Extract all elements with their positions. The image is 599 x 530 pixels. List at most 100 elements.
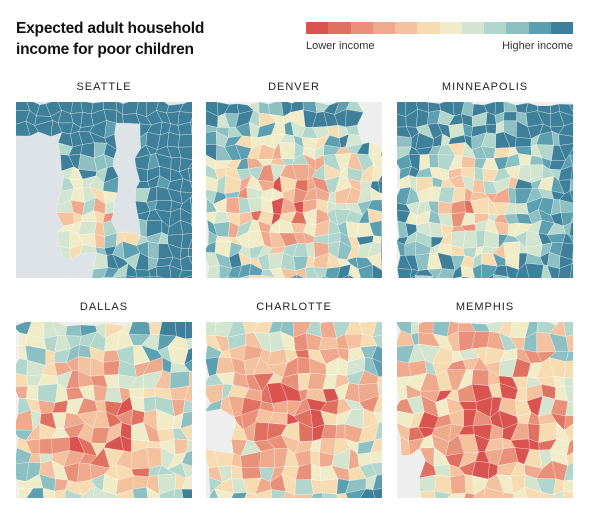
tract-cell <box>563 461 573 482</box>
tract-cell <box>381 220 382 238</box>
tract-cell <box>178 102 192 114</box>
tract-cell <box>178 269 192 278</box>
tract-cell <box>563 423 573 443</box>
tract-cell <box>553 376 565 388</box>
tract-cell <box>183 275 192 278</box>
tract-cell <box>230 465 243 480</box>
tract-cell <box>185 322 192 340</box>
legend-swatch <box>417 22 440 34</box>
tract-cell <box>132 486 149 498</box>
tract-cell <box>188 238 192 249</box>
income-legend: Lower income Higher income <box>306 22 573 52</box>
tract-cell <box>464 492 475 498</box>
tract-cell <box>563 479 573 493</box>
tract-cell <box>317 276 326 278</box>
tract-cell <box>359 488 375 498</box>
tract-cell <box>18 487 34 498</box>
tract-cell <box>374 422 382 441</box>
tract-cell <box>372 322 382 337</box>
tract-cell <box>372 488 382 498</box>
tract-cell <box>102 490 119 498</box>
tract-cell <box>460 265 475 278</box>
tract-cell <box>569 147 573 156</box>
tract-cell <box>563 385 573 403</box>
tract-cell <box>92 486 108 498</box>
tract-cell <box>177 146 192 161</box>
tract-cell <box>78 221 98 235</box>
legend-swatch <box>328 22 351 34</box>
tract-cell <box>259 447 276 469</box>
tract-cell <box>191 214 192 225</box>
tract-cell <box>503 111 518 122</box>
tract-cell <box>560 154 573 171</box>
tract-cell <box>376 382 382 398</box>
tract-cell <box>570 215 573 224</box>
tract-cell <box>558 133 573 146</box>
tract-cell <box>507 276 511 278</box>
tract-cell <box>180 197 192 215</box>
tract-cell <box>335 423 346 440</box>
city-label-memphis: MEMPHIS <box>455 301 515 313</box>
tract-cell <box>410 322 420 335</box>
map-dallas <box>16 322 192 498</box>
tract-cell <box>461 276 474 278</box>
tract-cell <box>508 187 517 205</box>
tract-cell <box>565 401 573 417</box>
tract-cell <box>289 274 297 278</box>
tract-cell <box>146 486 161 498</box>
tract-cell <box>367 208 382 224</box>
tract-cell <box>181 475 192 490</box>
tract-cell <box>190 121 192 135</box>
tract-cell <box>485 123 497 135</box>
tract-cell <box>225 197 240 214</box>
tract-cell <box>558 103 573 116</box>
tract-cell <box>376 376 382 388</box>
tract-cell <box>348 274 356 278</box>
tract-cell <box>462 230 478 249</box>
tract-cell <box>136 276 151 278</box>
tract-cell <box>380 242 382 254</box>
tract-cell <box>524 486 543 498</box>
legend-swatch <box>506 22 529 34</box>
tract-cell <box>310 479 323 495</box>
tract-cell <box>181 488 192 498</box>
tract-cell <box>372 235 382 244</box>
tract-cell <box>269 268 286 278</box>
tract-cell <box>295 274 305 278</box>
tract-cell <box>437 201 453 215</box>
tract-cell <box>501 492 514 498</box>
tract-cell <box>187 255 192 265</box>
tract-cell <box>186 439 192 453</box>
tract-cell <box>418 322 434 335</box>
tract-cell <box>166 131 180 148</box>
tract-cell <box>190 223 192 228</box>
tract-cell <box>336 493 348 498</box>
tract-cell <box>260 275 276 278</box>
map-seattle <box>16 102 192 278</box>
tract-cell <box>569 263 573 278</box>
map-memphis <box>397 322 573 498</box>
tract-cell <box>461 155 476 168</box>
tract-cell <box>371 345 382 363</box>
tract-cell <box>372 411 382 423</box>
tract-cell <box>26 487 44 498</box>
tract-cell <box>381 236 382 244</box>
map-denver <box>206 102 382 278</box>
legend-swatch <box>461 22 484 34</box>
tract-cell <box>179 220 192 235</box>
tract-cell <box>99 276 105 278</box>
tract-cell <box>227 265 243 278</box>
tract-cell <box>183 359 192 372</box>
tract-cell <box>181 462 192 479</box>
tract-cell <box>380 150 382 155</box>
tract-cell <box>180 255 192 271</box>
tract-cell <box>283 491 296 498</box>
tract-cell <box>525 262 544 278</box>
tract-cell <box>125 275 138 278</box>
map-minneapolis <box>397 102 573 278</box>
tract-cell <box>572 251 573 260</box>
tract-cell <box>325 266 341 278</box>
tract-cell <box>70 102 83 114</box>
tract-cell <box>183 347 192 366</box>
tract-cell <box>380 153 382 159</box>
